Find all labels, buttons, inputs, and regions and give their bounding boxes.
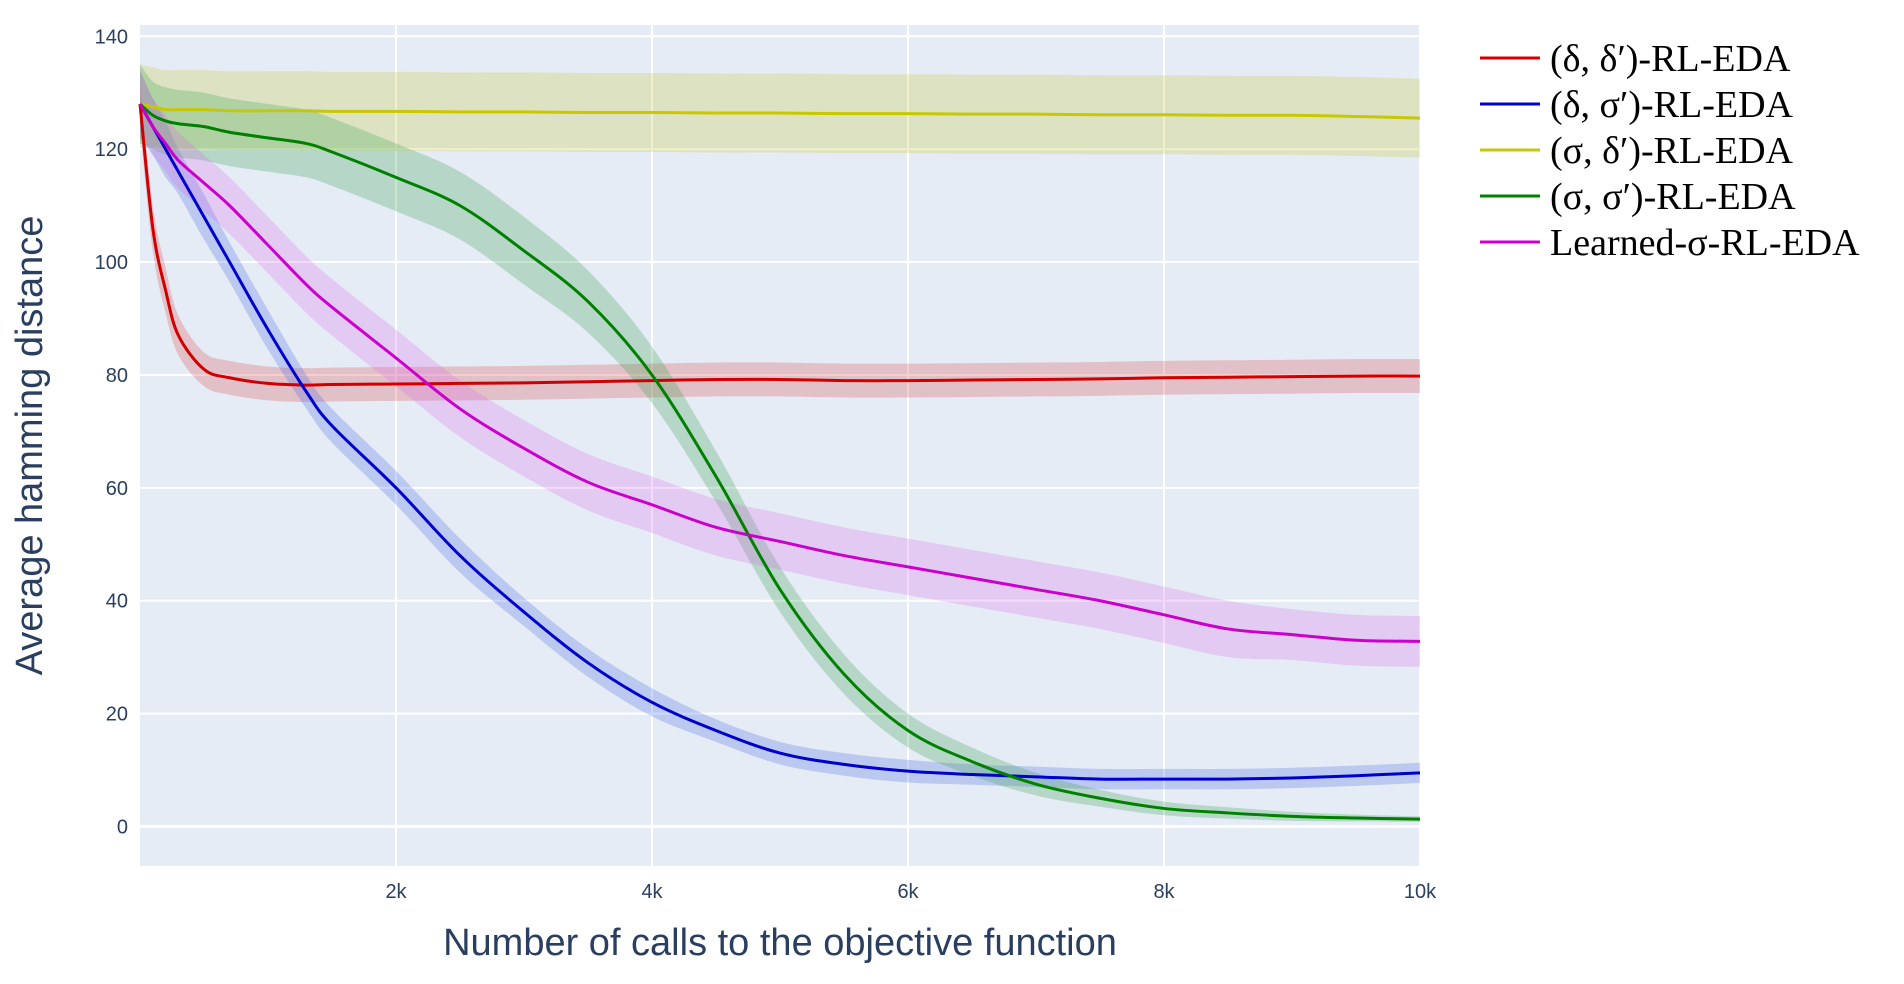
line-series-5: [138, 103, 1421, 643]
legend-label-3: (σ, δ′)-RL-EDA: [1550, 130, 1794, 172]
y-tick-label: 40: [106, 591, 128, 613]
y-tick-label: 0: [117, 816, 128, 838]
x-axis-ticks: 2k 4k 6k 8k 10k: [385, 881, 1437, 903]
confidence-bands: [140, 64, 1420, 822]
y-tick-label: 60: [106, 478, 128, 500]
band-series-5: [140, 70, 1420, 667]
y-tick-label: 20: [106, 704, 128, 726]
line-series-4: [138, 102, 1421, 821]
band-series-4: [140, 64, 1420, 822]
x-tick-label: 4k: [641, 881, 663, 903]
x-tick-label: 2k: [385, 881, 407, 903]
line-series-1: [138, 103, 1421, 387]
legend-label-2: (δ, σ′)-RL-EDA: [1550, 84, 1794, 126]
band-series-1: [140, 81, 1420, 403]
legend-label-5: Learned-σ-RL-EDA: [1550, 222, 1860, 264]
legend: (δ, δ′)-RL-EDA(δ, σ′)-RL-EDA(σ, δ′)-RL-E…: [1480, 38, 1860, 264]
series-lines: [138, 102, 1421, 821]
legend-label-1: (δ, δ′)-RL-EDA: [1550, 38, 1791, 80]
y-axis-title: Average hamming distance: [9, 216, 51, 676]
x-tick-label: 6k: [897, 881, 919, 903]
y-axis-ticks: 0 20 40 60 80 100 120 140: [95, 26, 128, 838]
x-axis-title: Number of calls to the objective functio…: [443, 922, 1117, 964]
grid: [140, 25, 1421, 866]
line-series-3: [139, 102, 1421, 120]
x-tick-label: 8k: [1153, 881, 1175, 903]
y-tick-label: 100: [95, 252, 128, 274]
x-tick-label: 10k: [1404, 881, 1437, 903]
y-tick-label: 140: [95, 26, 128, 48]
legend-label-4: (σ, σ′)-RL-EDA: [1550, 176, 1796, 218]
y-tick-label: 80: [106, 365, 128, 387]
band-series-3: [140, 64, 1420, 158]
line-series-2: [138, 103, 1421, 781]
y-tick-label: 120: [95, 139, 128, 161]
